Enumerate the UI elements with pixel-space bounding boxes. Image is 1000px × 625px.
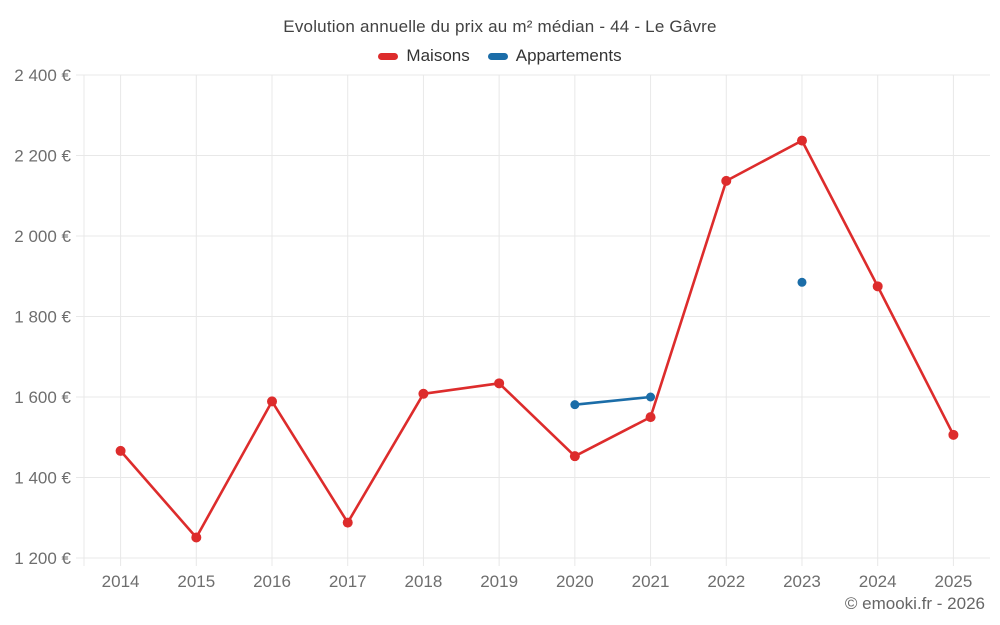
x-tick-label: 2020 [556, 572, 594, 591]
legend-label-maisons: Maisons [406, 46, 470, 65]
x-tick-label: 2016 [253, 572, 291, 591]
x-tick-label: 2024 [859, 572, 897, 591]
x-tick-label: 2022 [707, 572, 745, 591]
legend-item-appartements[interactable]: Appartements [487, 46, 622, 66]
data-point-maisons-2018[interactable] [418, 388, 429, 399]
x-tick-label: 2021 [632, 572, 670, 591]
y-tick-label: 2 000 € [14, 227, 71, 246]
x-tick-label: 2019 [480, 572, 518, 591]
series-line-appartements [573, 395, 652, 406]
data-point-appartements-2020[interactable] [570, 400, 580, 410]
data-point-maisons-2024[interactable] [872, 281, 883, 292]
y-tick-label: 2 200 € [14, 147, 71, 166]
y-tick-label: 1 600 € [14, 388, 71, 407]
watermark-credit: © emooki.fr - 2026 [844, 594, 985, 613]
data-point-maisons-2014[interactable] [115, 445, 126, 456]
data-point-maisons-2022[interactable] [721, 175, 732, 186]
data-point-appartements-2023[interactable] [797, 277, 807, 287]
data-point-maisons-2023[interactable] [796, 135, 807, 146]
data-point-maisons-2025[interactable] [948, 429, 959, 440]
data-point-maisons-2015[interactable] [191, 532, 202, 543]
series-line-maisons [119, 139, 955, 539]
y-tick-label: 2 400 € [14, 66, 71, 85]
x-tick-label: 2023 [783, 572, 821, 591]
data-point-maisons-2016[interactable] [267, 396, 278, 407]
appartements-series-swatch-icon [487, 53, 508, 60]
y-tick-label: 1 200 € [14, 549, 71, 568]
data-point-appartements-2021[interactable] [646, 392, 656, 402]
legend-label-appartements: Appartements [515, 46, 622, 65]
x-tick-label: 2018 [405, 572, 443, 591]
y-tick-label: 1 400 € [14, 469, 71, 488]
x-tick-label: 2015 [177, 572, 215, 591]
maisons-series-swatch-icon [378, 53, 399, 60]
data-point-maisons-2020[interactable] [569, 451, 580, 462]
chart-title: Evolution annuelle du prix au m² médian … [283, 17, 717, 36]
x-tick-label: 2025 [934, 572, 972, 591]
legend-item-maisons[interactable]: Maisons [378, 46, 470, 66]
data-point-maisons-2019[interactable] [494, 378, 505, 389]
x-tick-label: 2014 [102, 572, 140, 591]
data-point-maisons-2017[interactable] [342, 517, 353, 528]
data-point-maisons-2021[interactable] [645, 412, 656, 423]
legend: Maisons Appartements [0, 46, 1000, 66]
x-tick-label: 2017 [329, 572, 367, 591]
y-tick-label: 1 800 € [14, 308, 71, 327]
